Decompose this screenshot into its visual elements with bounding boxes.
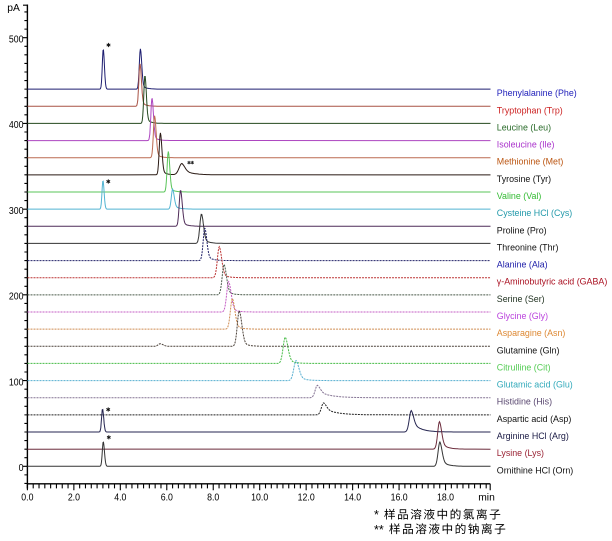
svg-text:300: 300	[9, 205, 24, 217]
svg-text:γ-Aminobutyric acid (GABA): γ-Aminobutyric acid (GABA)	[497, 277, 608, 287]
svg-text:Tryptophan (Trp): Tryptophan (Trp)	[497, 105, 563, 115]
svg-text:Histidine (His): Histidine (His)	[497, 397, 552, 407]
svg-text:Tyrosine (Tyr): Tyrosine (Tyr)	[497, 174, 551, 184]
svg-text:400: 400	[9, 119, 24, 131]
svg-text:Lysine (Lys): Lysine (Lys)	[497, 448, 544, 458]
svg-text:Phenylalanine (Phe): Phenylalanine (Phe)	[497, 88, 577, 98]
svg-text:500: 500	[9, 34, 24, 46]
svg-text:pA: pA	[7, 3, 20, 14]
svg-text:100: 100	[9, 377, 24, 389]
svg-text:Ornithine HCl (Orn): Ornithine HCl (Orn)	[497, 465, 573, 475]
svg-text:Arginine HCl (Arg): Arginine HCl (Arg)	[497, 431, 569, 441]
svg-text:Asparagine (Asn): Asparagine (Asn)	[497, 328, 566, 338]
svg-text:**: **	[374, 523, 384, 536]
svg-text:14.0: 14.0	[344, 492, 361, 504]
svg-text:Citrulline (Cit): Citrulline (Cit)	[497, 362, 551, 372]
svg-text:Proline (Pro): Proline (Pro)	[497, 225, 547, 235]
svg-text:Glutamic acid (Glu): Glutamic acid (Glu)	[497, 380, 573, 390]
svg-text:8.0: 8.0	[207, 492, 219, 504]
svg-text:min: min	[478, 493, 495, 504]
svg-text:0.0: 0.0	[21, 492, 33, 504]
svg-text:Serine (Ser): Serine (Ser)	[497, 294, 545, 304]
svg-text:Methionine (Met): Methionine (Met)	[497, 157, 564, 167]
svg-text:Valine (Val): Valine (Val)	[497, 191, 542, 201]
svg-text:*: *	[374, 508, 379, 522]
svg-text:2.0: 2.0	[68, 492, 80, 504]
svg-text:Threonine (Thr): Threonine (Thr)	[497, 242, 559, 252]
svg-text:Aspartic acid (Asp): Aspartic acid (Asp)	[497, 414, 572, 424]
svg-text:Cysteine HCl (Cys): Cysteine HCl (Cys)	[497, 208, 572, 218]
svg-text:Glutamine (Gln): Glutamine (Gln)	[497, 345, 560, 355]
svg-text:Alanine (Ala): Alanine (Ala)	[497, 260, 548, 270]
svg-text:12.0: 12.0	[298, 492, 315, 504]
svg-text:18.0: 18.0	[437, 492, 454, 504]
svg-text:Isoleucine (Ile): Isoleucine (Ile)	[497, 140, 555, 150]
svg-text:10.0: 10.0	[251, 492, 268, 504]
svg-text:0: 0	[19, 462, 24, 474]
svg-text:6.0: 6.0	[161, 492, 173, 504]
svg-text:Leucine (Leu): Leucine (Leu)	[497, 122, 551, 132]
svg-text:200: 200	[9, 291, 24, 303]
svg-text:16.0: 16.0	[391, 492, 408, 504]
svg-text:4.0: 4.0	[114, 492, 126, 504]
svg-text:Glycine (Gly): Glycine (Gly)	[497, 311, 548, 321]
